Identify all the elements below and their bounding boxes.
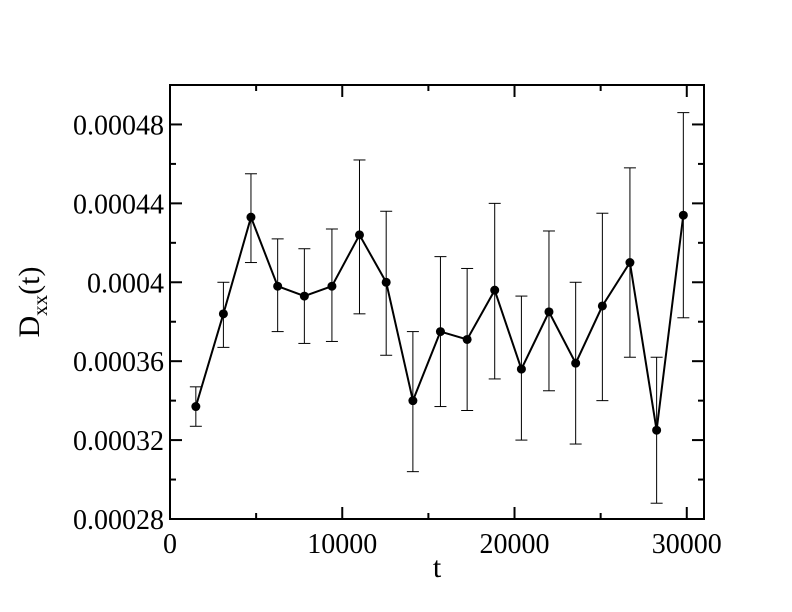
plot-frame [169,84,705,520]
data-point [299,291,309,301]
ticks [169,84,704,520]
data-point [381,277,391,287]
x-tick-label: 10000 [307,529,377,560]
y-tick-label: 0.0004 [87,268,164,299]
data-points [191,210,688,435]
x-tick-label: 20000 [480,529,550,560]
data-point [408,396,418,406]
y-tick-label: 0.00048 [73,110,164,141]
x-tick-label: 0 [163,529,177,560]
data-point [191,402,201,412]
y-axis-label-main: D [13,316,46,338]
y-tick-label: 0.00032 [73,426,164,457]
data-point [246,212,256,222]
data-point [544,307,554,317]
data-point [435,327,445,337]
y-axis-label-sub: xx [28,294,52,316]
y-tick-label: 0.00028 [73,505,164,536]
data-point [625,258,635,268]
data-point [490,285,500,295]
data-point [652,425,662,435]
x-tick-label: 30000 [652,529,722,560]
tick-labels: 0 10000 20000 30000 0.00028 0.00032 0.00036 0.0… [73,110,722,560]
y-tick-label: 0.00036 [73,347,164,378]
data-point [327,281,337,291]
data-point [273,281,283,291]
error-bars [189,112,690,504]
data-point [597,301,607,311]
data-point [462,334,472,344]
data-point [218,309,228,319]
data-point [571,358,581,368]
data-point [354,230,364,240]
y-tick-label: 0.00044 [73,189,164,220]
data-point [678,210,688,220]
y-axis-label: Dxx(t) [13,267,52,338]
data-point [516,364,526,374]
series-line [194,214,685,431]
x-axis-label: t [433,551,442,584]
y-axis-label-suffix: (t) [13,267,46,295]
